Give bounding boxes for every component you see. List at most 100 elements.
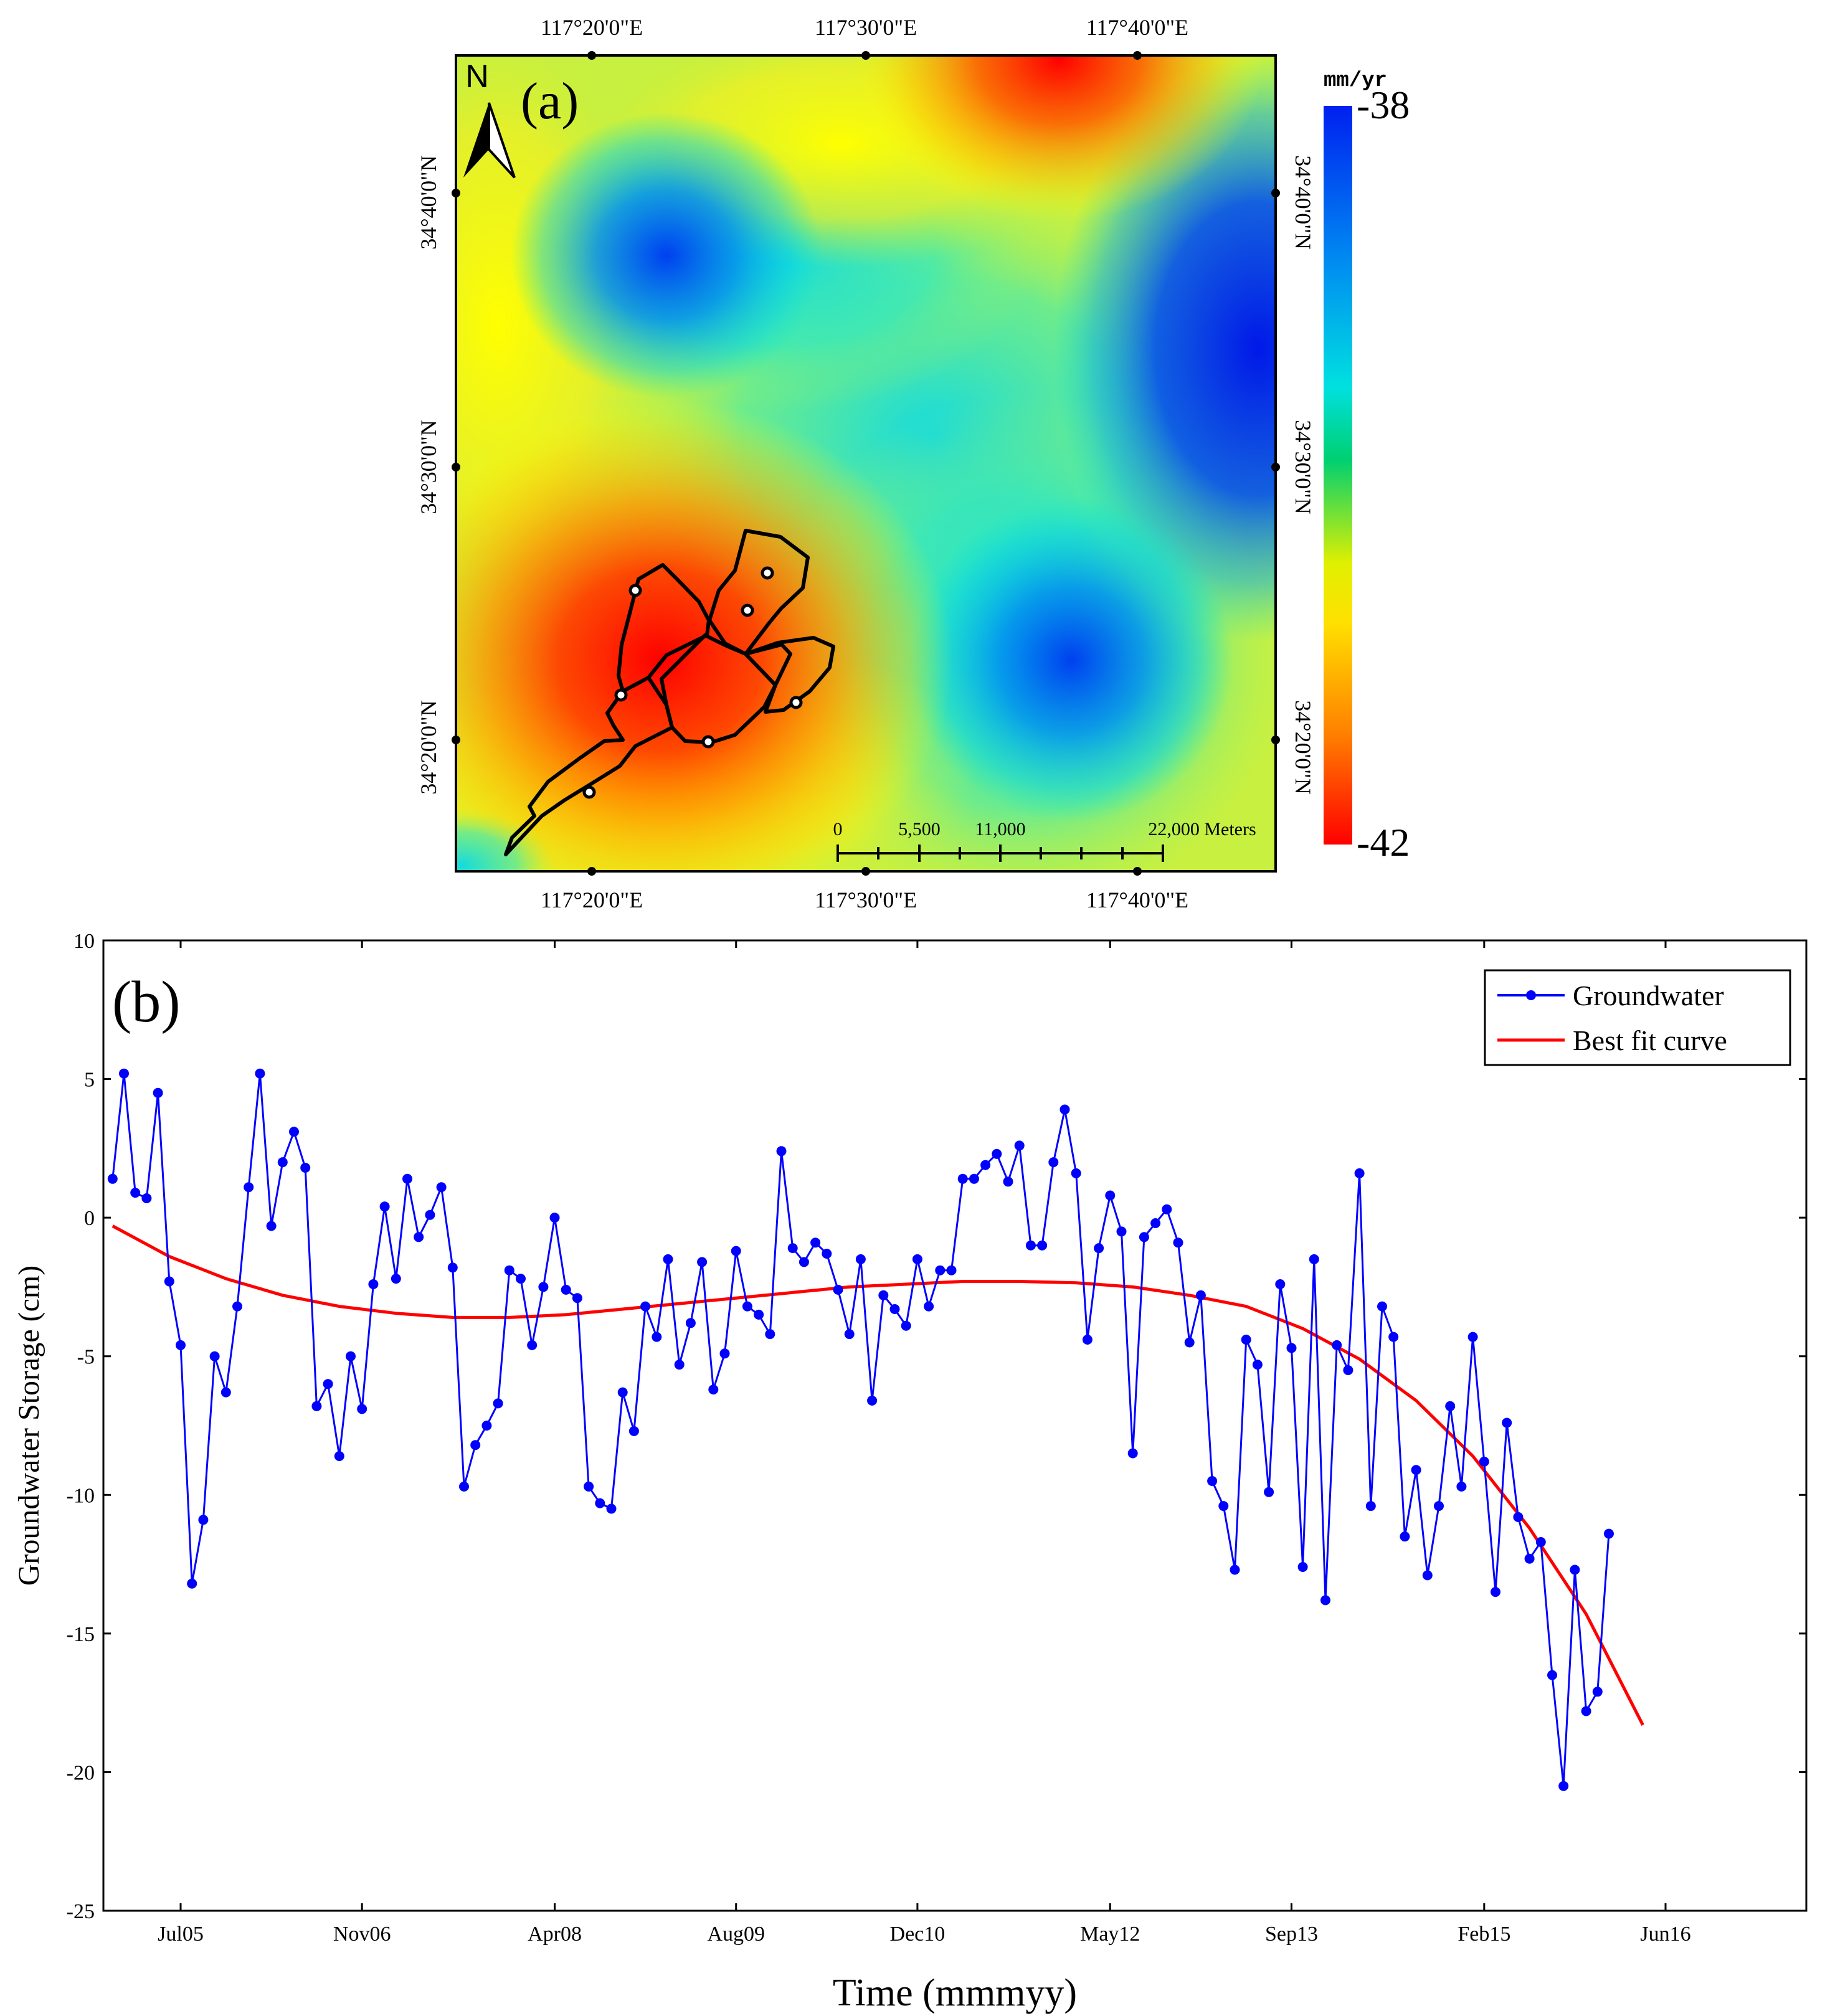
y-axis: 10 5 0 -5 -10 -15 -20 -25 bbox=[67, 930, 1806, 1923]
groundwater-point bbox=[742, 1301, 752, 1312]
x-axis: Jul05 Nov06 Apr08 Aug09 Dec10 May12 Sep13 Feb15… bbox=[158, 940, 1691, 1946]
study-area-outline bbox=[504, 529, 835, 856]
groundwater-point bbox=[969, 1173, 979, 1184]
north-label: N bbox=[465, 59, 489, 95]
groundwater-point bbox=[538, 1282, 549, 1292]
groundwater-point bbox=[992, 1148, 1002, 1159]
groundwater-point bbox=[765, 1329, 775, 1340]
groundwater-point bbox=[889, 1304, 900, 1314]
lon-label: 117°20'0"E bbox=[541, 887, 643, 912]
groundwater-point bbox=[1048, 1157, 1059, 1168]
groundwater-point bbox=[652, 1332, 662, 1342]
x-tick-label: Jul05 bbox=[158, 1923, 204, 1946]
groundwater-point bbox=[754, 1309, 764, 1320]
groundwater-point bbox=[493, 1398, 503, 1409]
groundwater-point bbox=[1184, 1337, 1195, 1348]
y-axis-title: Groundwater Storage (cm) bbox=[12, 1266, 45, 1586]
groundwater-point bbox=[1230, 1564, 1240, 1575]
groundwater-point bbox=[549, 1213, 560, 1223]
groundwater-point bbox=[1071, 1168, 1081, 1178]
groundwater-point bbox=[470, 1440, 481, 1450]
groundwater-point bbox=[561, 1284, 571, 1295]
groundwater-point bbox=[1547, 1670, 1557, 1680]
groundwater-point bbox=[481, 1421, 492, 1431]
groundwater-point bbox=[289, 1127, 299, 1137]
groundwater-point bbox=[697, 1257, 708, 1267]
left-latitude-labels: 34°40'0"N 34°30'0"N 34°20'0"N bbox=[416, 155, 441, 795]
groundwater-point bbox=[1094, 1243, 1104, 1254]
y-tick-label: -10 bbox=[67, 1484, 95, 1507]
legend-marker-groundwater bbox=[1526, 990, 1536, 1000]
groundwater-point bbox=[1252, 1360, 1263, 1370]
y-tick-label: -25 bbox=[67, 1900, 95, 1923]
groundwater-point bbox=[1150, 1218, 1161, 1228]
groundwater-series bbox=[107, 1068, 1614, 1791]
groundwater-point bbox=[1195, 1290, 1206, 1300]
x-tick-label: Apr08 bbox=[528, 1923, 582, 1946]
chart-panel: 10 5 0 -5 -10 -15 -20 -25 Jul05 Nov06 Apr08 Aug09 D… bbox=[12, 930, 1808, 2014]
map-ticks bbox=[452, 51, 1280, 876]
groundwater-point bbox=[572, 1293, 582, 1304]
well-marker bbox=[582, 785, 596, 799]
groundwater-point bbox=[1173, 1238, 1183, 1248]
groundwater-point bbox=[833, 1284, 843, 1295]
x-tick-label: Aug09 bbox=[707, 1923, 765, 1946]
groundwater-point bbox=[685, 1318, 696, 1328]
groundwater-point bbox=[822, 1249, 832, 1259]
groundwater-point bbox=[1127, 1448, 1138, 1459]
groundwater-point bbox=[516, 1274, 526, 1284]
groundwater-point bbox=[1456, 1481, 1467, 1492]
groundwater-point bbox=[1332, 1340, 1342, 1350]
groundwater-point bbox=[1139, 1232, 1149, 1242]
groundwater-point bbox=[1479, 1456, 1489, 1467]
scale-label: 5,500 bbox=[898, 819, 941, 840]
fit-series bbox=[111, 1224, 1644, 1726]
x-tick-label: Jun16 bbox=[1640, 1923, 1690, 1946]
groundwater-point bbox=[1014, 1140, 1025, 1151]
y-tick-label: -5 bbox=[77, 1346, 95, 1369]
groundwater-point bbox=[141, 1193, 152, 1203]
well-marker bbox=[761, 566, 774, 580]
groundwater-point bbox=[187, 1578, 197, 1589]
groundwater-point bbox=[1604, 1528, 1614, 1539]
right-latitude-labels: 34°40'0"N 34°30'0"N 34°20'0"N bbox=[1291, 155, 1315, 795]
lon-label: 117°40'0"E bbox=[1086, 887, 1188, 912]
y-tick-label: 5 bbox=[84, 1069, 95, 1092]
groundwater-point bbox=[334, 1451, 344, 1461]
groundwater-point bbox=[1025, 1240, 1036, 1251]
groundwater-point bbox=[1400, 1531, 1410, 1542]
groundwater-point bbox=[1354, 1168, 1365, 1178]
groundwater-point bbox=[153, 1087, 163, 1098]
groundwater-point bbox=[176, 1340, 186, 1350]
scale-label: 11,000 bbox=[975, 819, 1025, 840]
x-tick-label: May12 bbox=[1080, 1923, 1140, 1946]
well-marker bbox=[614, 688, 628, 702]
groundwater-point bbox=[606, 1503, 617, 1514]
groundwater-point bbox=[1218, 1501, 1229, 1512]
lat-label: 34°40'0"N bbox=[1291, 155, 1315, 250]
groundwater-point bbox=[1592, 1687, 1603, 1697]
colorbar-min-label: -42 bbox=[1357, 820, 1410, 864]
groundwater-point bbox=[867, 1395, 878, 1406]
groundwater-point bbox=[244, 1182, 254, 1193]
legend: Groundwater Best fit curve bbox=[1484, 969, 1791, 1066]
lon-label: 117°30'0"E bbox=[815, 887, 917, 912]
groundwater-point bbox=[527, 1340, 538, 1350]
groundwater-point bbox=[946, 1265, 957, 1275]
groundwater-point bbox=[674, 1360, 685, 1370]
x-axis-title: Time (mmmyy) bbox=[833, 1972, 1077, 2014]
groundwater-point bbox=[924, 1301, 934, 1312]
groundwater-point bbox=[595, 1498, 605, 1508]
lat-label: 34°20'0"N bbox=[1291, 700, 1315, 795]
groundwater-point bbox=[414, 1232, 424, 1242]
colorbar-unit: mm/yr bbox=[1324, 69, 1387, 93]
groundwater-point bbox=[708, 1384, 719, 1395]
y-tick-label: 0 bbox=[84, 1207, 95, 1230]
y-tick-label: -20 bbox=[67, 1761, 95, 1784]
groundwater-point bbox=[266, 1221, 277, 1231]
groundwater-point bbox=[255, 1068, 265, 1079]
groundwater-point bbox=[1309, 1254, 1319, 1264]
groundwater-point bbox=[1581, 1706, 1591, 1716]
lon-label: 117°20'0"E bbox=[541, 15, 643, 40]
monitoring-wells bbox=[582, 566, 803, 799]
